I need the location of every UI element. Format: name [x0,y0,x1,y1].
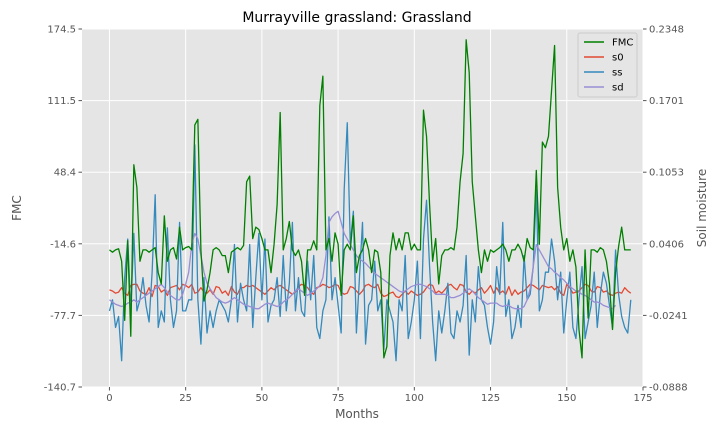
legend-box [577,32,638,98]
legend-label-sd: sd [612,83,624,94]
x-tick-label: 150 [557,393,576,404]
tick-labels: 0 25 50 75 100 125 150 175 174.5 0.2348 111.5 0.170… [44,25,688,405]
chart-title: Murrayville grassland: Grassland [242,10,471,26]
y-left-tick-label: 111.5 [47,96,76,107]
x-axis-label: Months [335,407,379,421]
y-left-tick-label: -140.7 [44,383,76,394]
y-right-tick-label: -0.0241 [649,311,688,322]
y-right-tick-label: 0.2348 [649,25,684,36]
y-right-tick-label: 0.1701 [649,96,684,107]
x-tick-label: 75 [332,393,345,404]
x-tick-label: 125 [481,393,500,404]
y-left-tick-label: -14.6 [50,239,76,250]
series-line-fmc [109,39,631,359]
x-tick-label: 25 [179,393,192,404]
x-tick-label: 0 [106,393,112,404]
y-right-tick-label: -0.0888 [649,383,688,394]
series-line-ss [108,122,632,362]
legend-label-ss: ss [612,68,622,79]
y-left-tick-label: -77.7 [50,311,76,322]
y-left-tick-label: 48.4 [54,168,76,179]
y-left-tick-label: 174.5 [47,25,76,36]
legend: FMC s0 ss sd [577,32,638,98]
y-right-tick-label: 0.1053 [649,168,684,179]
series-line-sd [109,210,617,310]
legend-label-fmc: FMC [612,38,633,49]
legend-label-s0: s0 [612,53,624,64]
x-tick-label: 100 [405,393,424,404]
y-right-tick-label: 0.0406 [649,239,684,250]
y-axis-right-label: Soil moisture [695,169,709,247]
x-tick-label: 50 [256,393,269,404]
plot-area [82,29,643,387]
x-tick-label: 175 [633,393,652,404]
series-layer [108,39,632,362]
y-axis-left-label: FMC [10,195,24,221]
